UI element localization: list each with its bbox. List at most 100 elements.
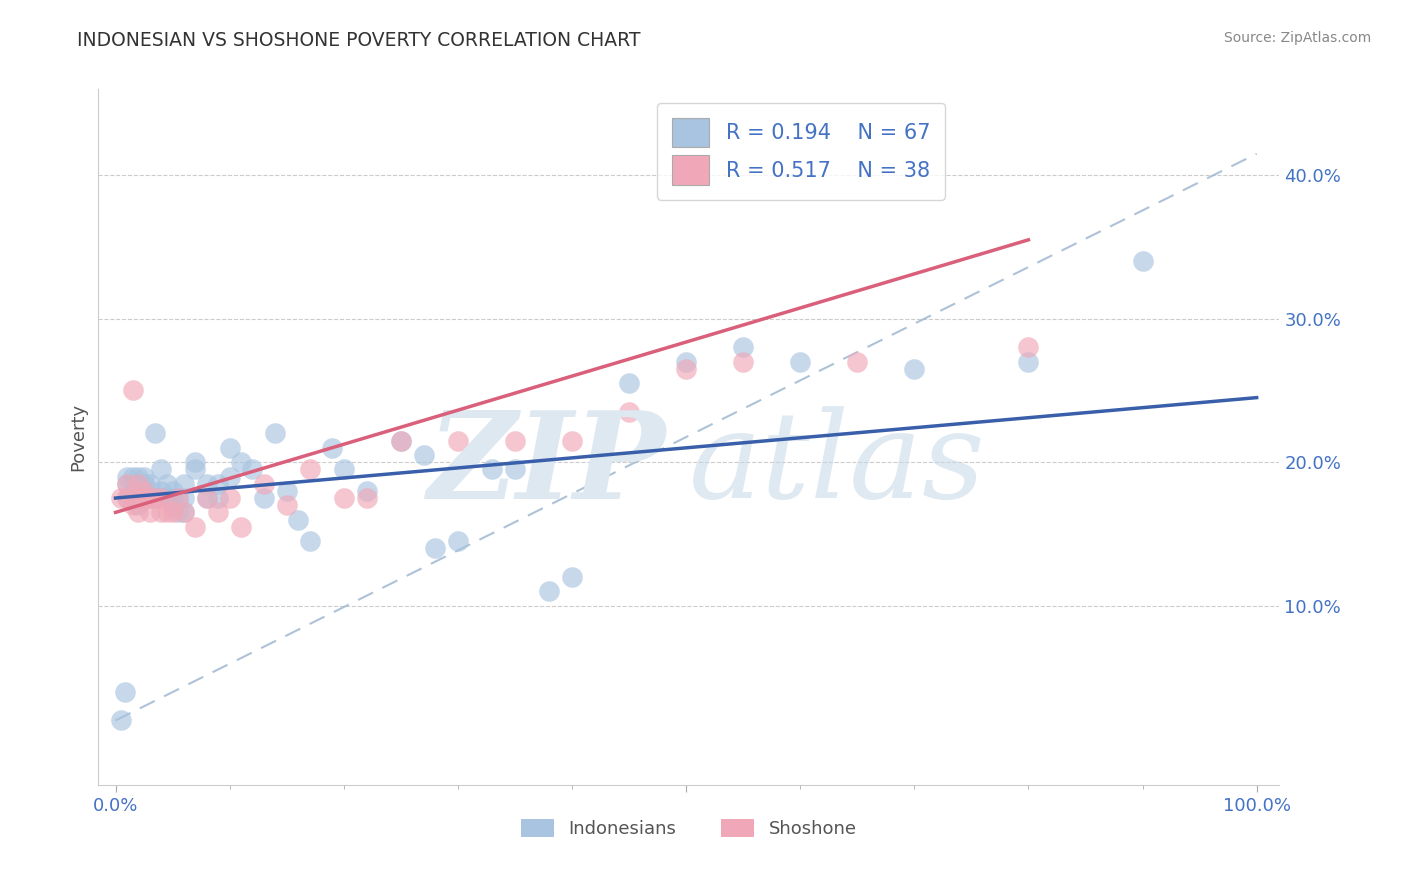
Point (145, 491, 167, 505)
Point (789, 355, 811, 369)
Point (132, 476, 155, 491)
Point (675, 355, 697, 369)
Point (184, 520, 207, 534)
Point (253, 476, 276, 491)
Point (218, 441, 240, 455)
Point (127, 476, 149, 491)
Point (846, 355, 869, 369)
Point (389, 434, 412, 448)
Point (115, 491, 138, 505)
Point (298, 534, 321, 549)
Point (132, 483, 155, 498)
Point (617, 405, 640, 419)
Point (321, 441, 343, 455)
Point (356, 483, 378, 498)
Point (447, 534, 470, 549)
Point (276, 483, 298, 498)
Point (167, 505, 190, 519)
Point (184, 462, 207, 476)
Point (276, 498, 298, 512)
Point (132, 469, 155, 483)
Point (503, 462, 526, 476)
Point (207, 491, 229, 505)
Text: ZIP: ZIP (427, 406, 665, 524)
Point (561, 434, 583, 448)
Point (298, 462, 321, 476)
Point (156, 476, 179, 491)
Point (127, 469, 149, 483)
Point (1017, 355, 1039, 369)
Point (132, 491, 155, 505)
Point (675, 362, 697, 376)
Point (145, 491, 167, 505)
Point (162, 483, 184, 498)
Point (139, 491, 162, 505)
Text: Source: ZipAtlas.com: Source: ZipAtlas.com (1223, 31, 1371, 45)
Point (733, 355, 755, 369)
Point (132, 491, 155, 505)
Point (242, 462, 264, 476)
Point (121, 469, 143, 483)
Text: INDONESIAN VS SHOSHONE POVERTY CORRELATION CHART: INDONESIAN VS SHOSHONE POVERTY CORRELATI… (77, 31, 641, 50)
Point (139, 491, 162, 505)
Point (115, 491, 138, 505)
Point (423, 541, 446, 556)
Point (167, 491, 190, 505)
Point (121, 483, 143, 498)
Point (114, 684, 136, 698)
Point (207, 505, 229, 519)
Point (1132, 254, 1154, 268)
Point (150, 483, 173, 498)
Point (332, 462, 354, 476)
Point (229, 455, 252, 469)
Y-axis label: Poverty: Poverty (69, 403, 87, 471)
Point (173, 476, 195, 491)
Point (115, 469, 138, 483)
Point (139, 476, 162, 491)
Point (162, 498, 184, 512)
Point (132, 483, 155, 498)
Point (167, 491, 190, 505)
Point (561, 570, 583, 584)
Point (173, 505, 195, 519)
Point (127, 498, 149, 512)
Point (173, 491, 195, 505)
Point (481, 462, 503, 476)
Point (184, 455, 207, 469)
Point (229, 520, 252, 534)
Point (1017, 340, 1039, 354)
Point (127, 491, 149, 505)
Point (287, 512, 309, 526)
Point (207, 476, 229, 491)
Point (139, 505, 162, 519)
Point (110, 714, 132, 728)
Text: atlas: atlas (689, 406, 986, 524)
Point (617, 376, 640, 391)
Point (195, 491, 218, 505)
Point (162, 491, 184, 505)
Point (733, 340, 755, 354)
Point (264, 426, 287, 441)
Point (173, 505, 195, 519)
Point (332, 491, 354, 505)
Point (903, 362, 925, 376)
Legend: Indonesians, Shoshone: Indonesians, Shoshone (515, 812, 863, 846)
Point (156, 491, 179, 505)
Point (115, 476, 138, 491)
Point (121, 498, 143, 512)
Point (150, 505, 173, 519)
Point (195, 476, 218, 491)
Point (253, 491, 276, 505)
Point (356, 491, 378, 505)
Point (145, 426, 167, 441)
Point (150, 491, 173, 505)
Point (412, 448, 434, 462)
Point (150, 491, 173, 505)
Point (150, 462, 173, 476)
Point (195, 491, 218, 505)
Point (139, 483, 162, 498)
Point (127, 491, 149, 505)
Point (538, 584, 561, 599)
Point (121, 384, 143, 398)
Point (115, 476, 138, 491)
